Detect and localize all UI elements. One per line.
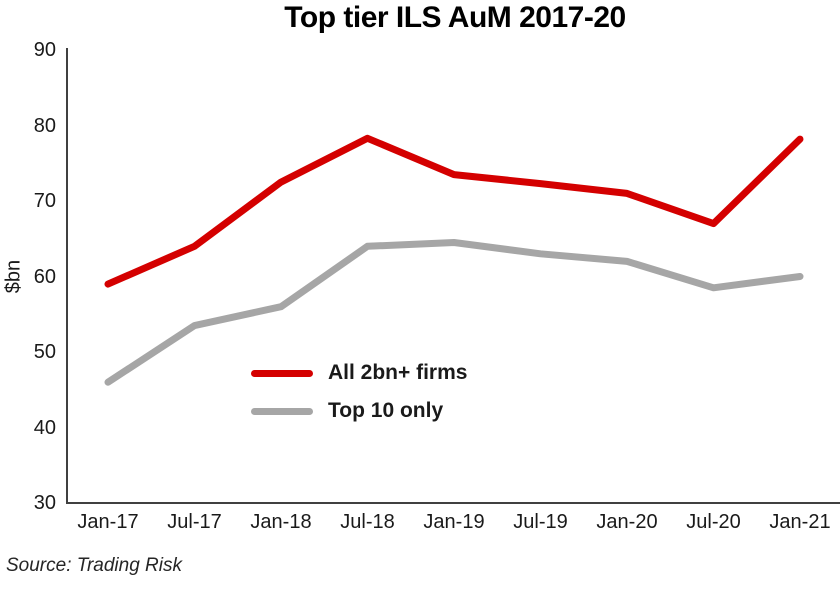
- x-tick-label: Jan-18: [250, 511, 312, 533]
- series-line-all-2bn-firms: [104, 134, 804, 288]
- legend-line-gray: [251, 407, 313, 415]
- x-tick-label: Jan-17: [77, 511, 139, 533]
- y-tick-label: 30: [33, 492, 56, 514]
- legend-label: Top 10 only: [328, 399, 444, 422]
- y-tick-label: 70: [33, 190, 56, 212]
- x-tick-label: Jul-18: [340, 511, 395, 533]
- y-tick-label: 90: [33, 39, 56, 61]
- x-tick-label: Jul-19: [513, 511, 568, 533]
- chart-title: Top tier ILS AuM 2017-20: [284, 1, 626, 34]
- series-line-top10-only: [104, 239, 804, 386]
- legend-item-all-2bn-firms: All 2bn+ firms: [251, 360, 467, 386]
- y-tick-label: 80: [33, 114, 56, 137]
- source-note: Source: Trading Risk: [6, 555, 182, 576]
- x-tick-label: Jul-17: [167, 511, 222, 533]
- y-tick-label: 50: [33, 341, 56, 363]
- x-tick-label: Jul-20: [686, 511, 741, 533]
- legend-item-top-10-only: Top 10 only: [251, 398, 467, 424]
- x-tick-label: Jan-21: [769, 511, 831, 533]
- legend-line-red: [251, 369, 313, 377]
- legend: All 2bn+ firms Top 10 only: [251, 360, 467, 436]
- axes: [66, 48, 840, 504]
- x-tick-label: Jan-19: [423, 511, 485, 533]
- legend-label: All 2bn+ firms: [328, 361, 468, 384]
- y-tick-label: 40: [33, 416, 56, 439]
- x-tick-label: Jan-20: [596, 511, 658, 533]
- y-tick-label: 60: [33, 265, 56, 288]
